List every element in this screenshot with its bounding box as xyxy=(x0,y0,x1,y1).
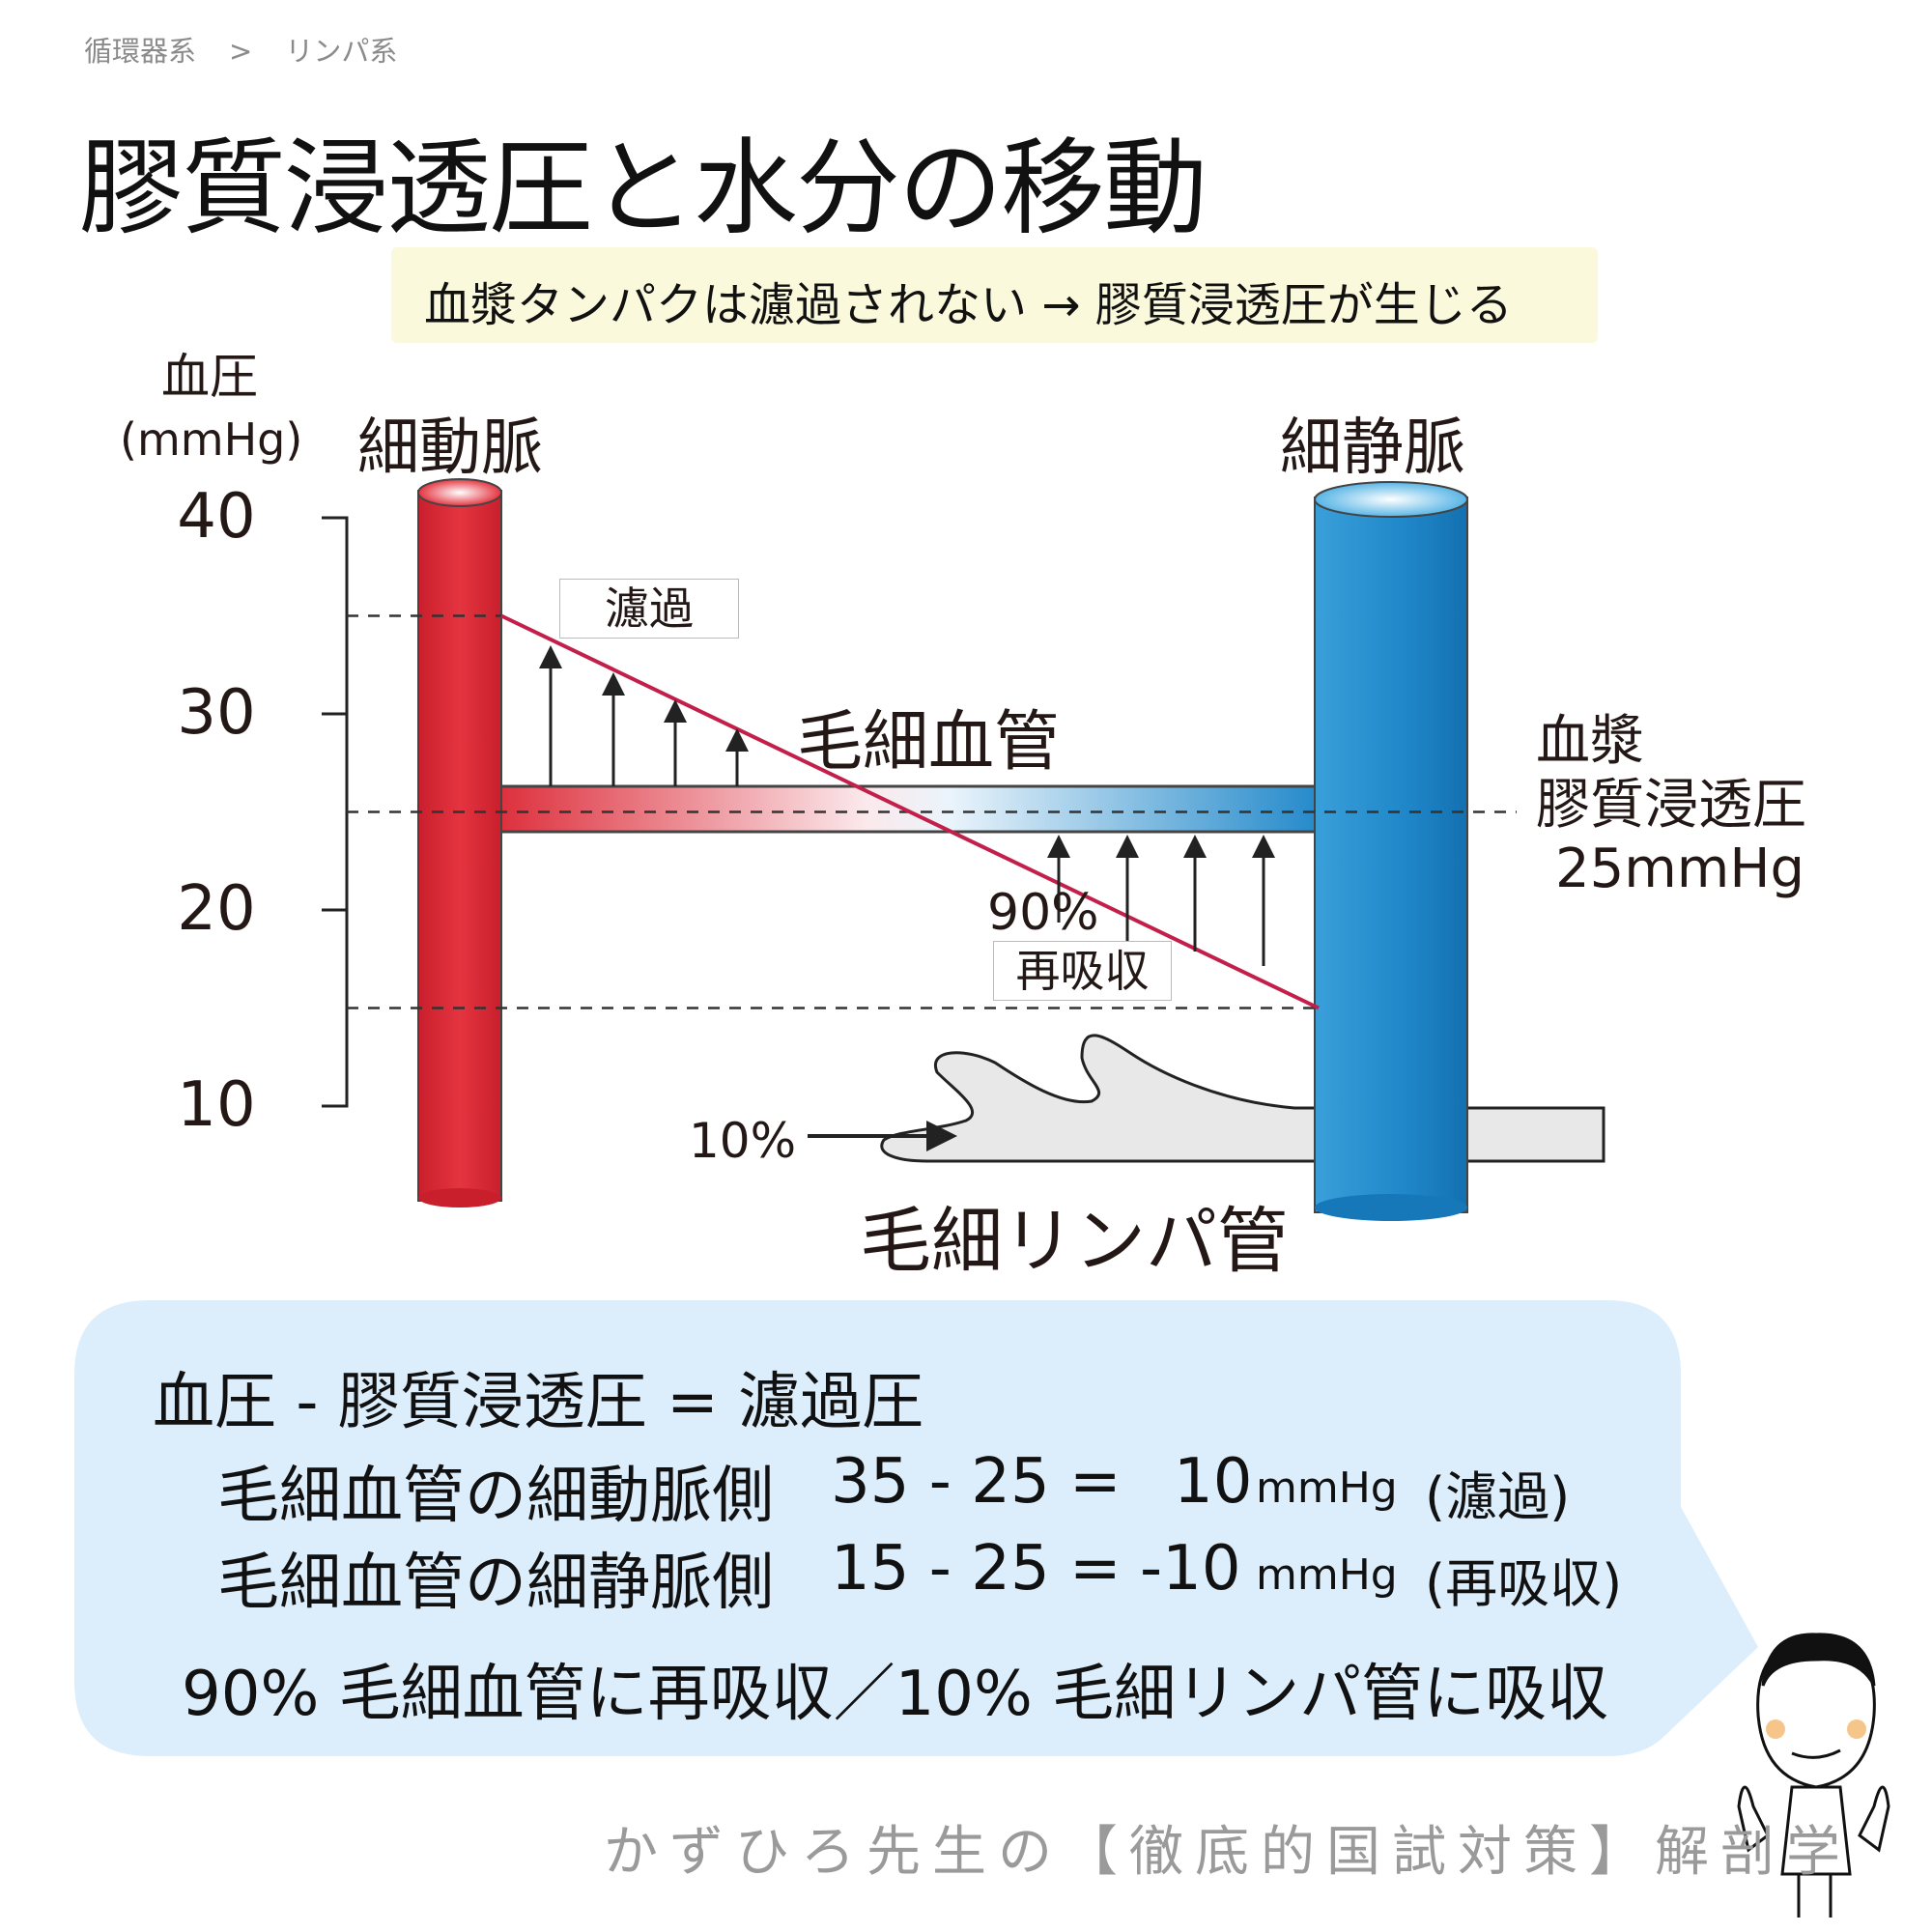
row-side: 毛細血管の細静脈側 xyxy=(217,1548,774,1619)
row-result: (濾過) xyxy=(1425,1466,1571,1527)
breadcrumb-item[interactable]: 循環器系 xyxy=(84,35,197,68)
row-result: (再吸収) xyxy=(1425,1553,1623,1614)
reabsorb-percent: 90% xyxy=(987,884,1099,942)
venule xyxy=(1314,481,1468,1221)
footer-brand: かずひろ先生の【徹底的国試対策】解剖学 xyxy=(604,1821,1852,1884)
row-side: 毛細血管の細動脈側 xyxy=(217,1461,774,1532)
row-unit: mmHg xyxy=(1256,1550,1398,1600)
row-unit: mmHg xyxy=(1256,1463,1398,1513)
tick-label: 30 xyxy=(177,677,256,749)
y-axis-unit: (mmHg) xyxy=(120,413,303,466)
reabsorption-arrows xyxy=(1047,835,1275,966)
formula: 血圧 - 膠質浸透圧 = 濾過圧 xyxy=(153,1367,924,1438)
page-title: 膠質浸透圧と水分の移動 xyxy=(79,128,1208,249)
venule-label: 細静脈 xyxy=(1280,412,1465,484)
arteriole xyxy=(417,478,502,1208)
oncotic-value: 25mmHg xyxy=(1555,838,1805,900)
row-value: -10 xyxy=(1140,1533,1241,1605)
lymph-percent: 10% xyxy=(689,1113,797,1169)
reabsorb-label: 再吸収 xyxy=(993,941,1172,1001)
summary: 90% 毛細血管に再吸収／10% 毛細リンパ管に吸収 xyxy=(182,1659,1609,1730)
filtration-arrows xyxy=(539,645,749,786)
callout-bubble xyxy=(74,1300,1758,1756)
lymphatic-capillary xyxy=(880,1034,1605,1163)
teacher-illustration xyxy=(1737,1633,1890,1918)
breadcrumb: 循環器系 > リンパ系 xyxy=(84,29,430,70)
oncotic-line: 血漿 xyxy=(1536,710,1644,773)
reference-dashed-lines xyxy=(347,614,1517,1009)
lymphatic-capillary-label: 毛細リンパ管 xyxy=(860,1200,1289,1283)
row-expr: 15 - 25 = xyxy=(831,1533,1122,1605)
filtration-label: 濾過 xyxy=(559,579,739,639)
row-value: 10 xyxy=(1174,1446,1253,1518)
key-point-note: 血漿タンパクは濾過されない → 膠質浸透圧が生じる xyxy=(391,247,1598,343)
formula-row-arterial: 毛細血管の細動脈側 35 - 25 = 10 mmHg (濾過) xyxy=(217,1446,1570,1535)
y-axis-label: 血圧 xyxy=(161,349,258,405)
capillary-label: 毛細血管 xyxy=(797,704,1061,781)
tick-label: 10 xyxy=(177,1069,256,1141)
arteriole-label: 細動脈 xyxy=(357,412,543,484)
breadcrumb-item[interactable]: リンパ系 xyxy=(285,35,398,68)
capillary-pressure-line xyxy=(500,613,1320,1010)
y-axis xyxy=(322,516,349,1108)
y-axis-ticks xyxy=(322,516,347,1108)
row-expr: 35 - 25 = xyxy=(831,1446,1122,1518)
oncotic-line: 膠質浸透圧 xyxy=(1536,774,1806,837)
oncotic-pressure-label: 血漿 膠質浸透圧 25mmHg xyxy=(1536,710,1806,901)
tick-label: 20 xyxy=(177,873,256,945)
tick-label: 40 xyxy=(177,481,256,553)
note-text: 血漿タンパクは濾過されない → 膠質浸透圧が生じる xyxy=(424,278,1513,332)
formula-row-venous: 毛細血管の細静脈側 15 - 25 = -10 mmHg (再吸収) xyxy=(217,1533,1622,1622)
breadcrumb-separator: > xyxy=(229,35,253,68)
